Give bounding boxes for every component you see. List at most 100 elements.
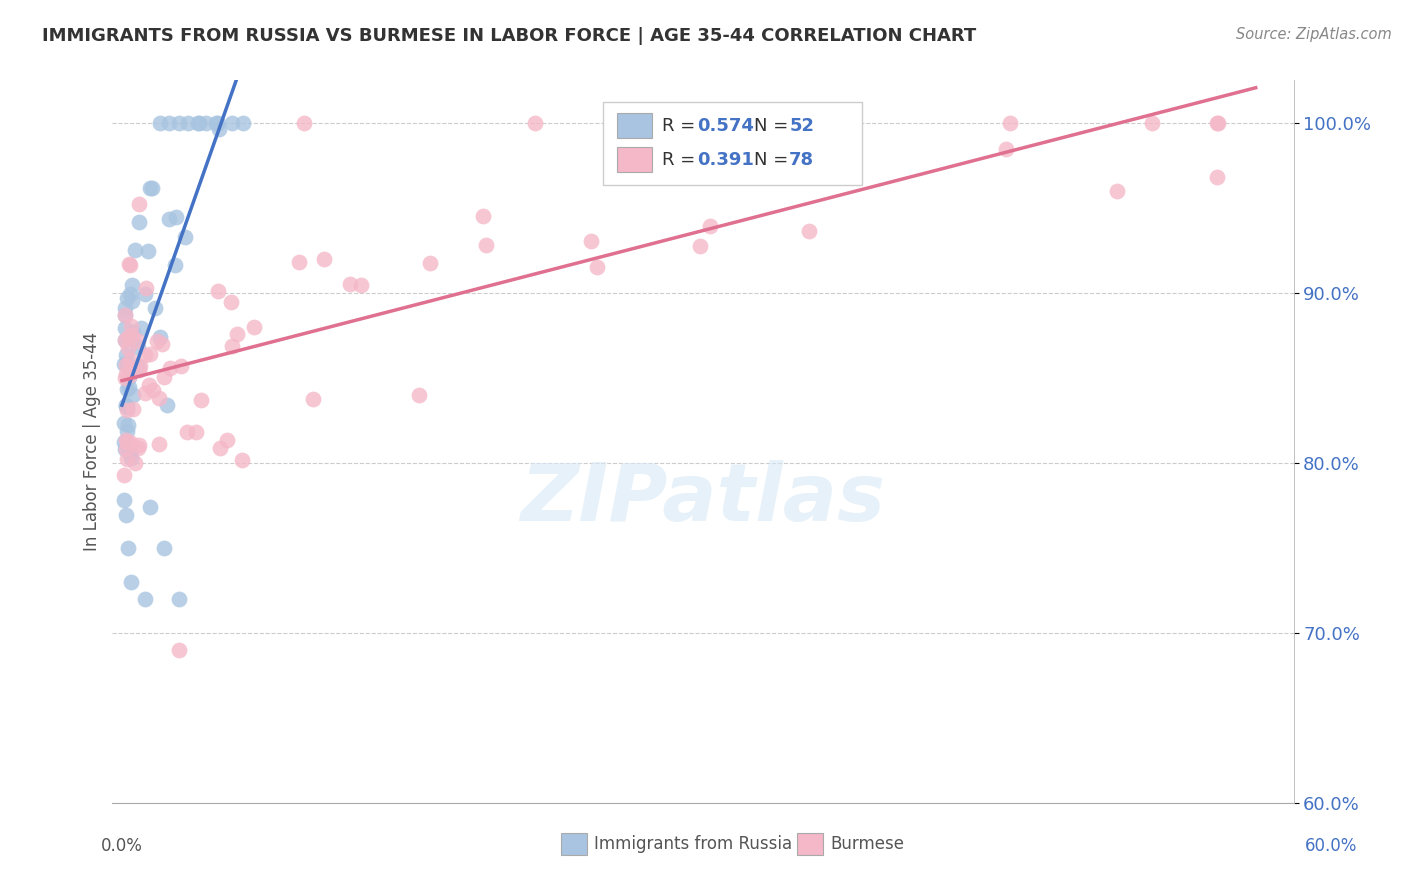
Y-axis label: In Labor Force | Age 35-44: In Labor Force | Age 35-44 — [83, 332, 101, 551]
Point — [139, 500, 162, 515]
Point — [117, 541, 139, 555]
Point — [474, 238, 496, 252]
Point — [419, 256, 441, 270]
Text: 0.391: 0.391 — [697, 151, 754, 169]
Point — [114, 321, 136, 335]
Point — [190, 393, 212, 408]
Point — [170, 359, 193, 373]
Text: Burmese: Burmese — [831, 835, 904, 853]
Point — [118, 369, 141, 384]
Point — [339, 277, 361, 291]
Point — [138, 378, 160, 392]
Text: R =: R = — [662, 151, 695, 169]
Point — [134, 591, 156, 606]
Point — [208, 122, 231, 136]
Point — [699, 219, 721, 233]
Point — [152, 541, 174, 555]
Point — [115, 382, 138, 396]
Point — [167, 591, 190, 606]
Point — [205, 116, 228, 130]
Point — [115, 433, 138, 447]
Text: R =: R = — [662, 117, 695, 135]
Point — [128, 438, 150, 452]
Text: 0.574: 0.574 — [697, 117, 754, 135]
Point — [165, 258, 187, 272]
Point — [135, 281, 157, 295]
Point — [112, 417, 135, 431]
Point — [141, 181, 163, 195]
Point — [1140, 116, 1163, 130]
Point — [207, 116, 229, 130]
Point — [176, 425, 198, 439]
Text: 0.0%: 0.0% — [101, 838, 142, 855]
Point — [114, 309, 136, 323]
Point — [115, 452, 138, 467]
Point — [124, 456, 146, 470]
Point — [148, 391, 170, 405]
Point — [243, 319, 266, 334]
Point — [994, 142, 1017, 156]
Point — [118, 256, 141, 270]
Text: Immigrants from Russia: Immigrants from Russia — [595, 835, 793, 853]
Point — [157, 212, 180, 227]
Point — [118, 380, 141, 394]
Point — [231, 453, 253, 467]
Point — [115, 508, 138, 523]
Point — [112, 468, 135, 483]
Point — [115, 348, 138, 362]
Text: Source: ZipAtlas.com: Source: ZipAtlas.com — [1236, 27, 1392, 42]
Point — [820, 120, 842, 134]
Point — [139, 346, 162, 360]
Point — [112, 357, 135, 371]
Point — [221, 116, 243, 130]
Point — [225, 327, 247, 342]
Point — [167, 642, 190, 657]
Point — [114, 442, 136, 457]
Point — [149, 116, 172, 130]
Point — [314, 252, 336, 267]
Point — [128, 215, 150, 229]
Point — [1205, 116, 1227, 130]
Point — [221, 339, 243, 353]
Point — [143, 301, 166, 315]
Point — [150, 337, 173, 351]
Point — [1205, 169, 1227, 184]
Point — [121, 328, 143, 343]
Point — [350, 277, 373, 292]
Point — [114, 367, 136, 381]
Point — [120, 286, 142, 301]
Point — [124, 243, 146, 257]
Point — [114, 371, 136, 385]
Point — [114, 333, 136, 347]
Point — [117, 358, 139, 372]
Point — [524, 116, 547, 130]
Point — [153, 370, 176, 384]
Point — [117, 417, 139, 432]
Point — [115, 442, 138, 457]
Point — [117, 330, 139, 344]
Text: ZIPatlas: ZIPatlas — [520, 460, 886, 539]
Point — [127, 359, 149, 373]
Text: 52: 52 — [789, 117, 814, 135]
Point — [581, 235, 603, 249]
Point — [177, 116, 200, 130]
Point — [120, 319, 142, 334]
Point — [112, 435, 135, 450]
Point — [115, 424, 138, 438]
Point — [114, 333, 136, 347]
Point — [184, 425, 207, 439]
Point — [121, 332, 143, 346]
Point — [127, 441, 149, 455]
Text: 78: 78 — [789, 151, 814, 169]
Point — [689, 239, 711, 253]
Point — [186, 116, 208, 130]
Point — [128, 197, 150, 211]
Point — [120, 436, 142, 450]
Point — [112, 493, 135, 508]
Point — [120, 361, 142, 376]
Point — [122, 388, 145, 402]
Point — [173, 230, 195, 244]
Point — [115, 398, 138, 412]
Point — [134, 287, 156, 301]
Point — [115, 291, 138, 305]
